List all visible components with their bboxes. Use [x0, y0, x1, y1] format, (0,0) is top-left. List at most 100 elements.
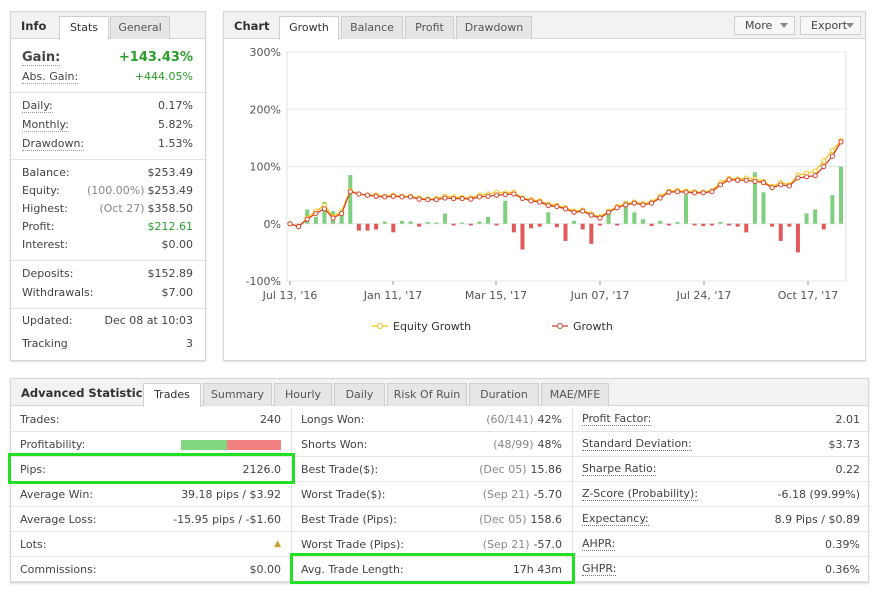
growth-point[interactable]: [735, 177, 741, 183]
profit-bar[interactable]: [529, 223, 534, 229]
gain-label[interactable]: Gain:: [22, 50, 61, 66]
profit-bar[interactable]: [503, 200, 508, 224]
drawdown-label[interactable]: Drawdown:: [22, 137, 85, 151]
stat-label[interactable]: Standard Deviation:: [582, 437, 692, 451]
profit-bar[interactable]: [813, 209, 818, 224]
stat-label[interactable]: Sharpe Ratio:: [582, 462, 657, 476]
growth-point[interactable]: [562, 206, 569, 212]
growth-point[interactable]: [356, 191, 362, 197]
growth-point[interactable]: [674, 189, 681, 195]
growth-point[interactable]: [321, 206, 328, 212]
more-button[interactable]: More: [734, 16, 795, 35]
profit-bar[interactable]: [735, 223, 740, 227]
growth-point[interactable]: [425, 197, 431, 203]
profit-bar[interactable]: [511, 223, 516, 233]
profit-bar[interactable]: [787, 223, 792, 227]
growth-point[interactable]: [648, 200, 655, 206]
profit-bar[interactable]: [615, 223, 620, 226]
tab-daily[interactable]: Daily: [334, 383, 385, 406]
growth-point[interactable]: [821, 163, 827, 170]
profit-bar[interactable]: [761, 192, 766, 224]
growth-point[interactable]: [571, 209, 577, 215]
equity-growth-point[interactable]: [821, 158, 827, 164]
profit-bar[interactable]: [770, 223, 775, 227]
profit-bar[interactable]: [417, 223, 422, 227]
tab-duration[interactable]: Duration: [469, 383, 539, 406]
profit-bar[interactable]: [709, 223, 714, 226]
profit-bar[interactable]: [425, 222, 430, 224]
profit-bar[interactable]: [795, 223, 800, 253]
profit-bar[interactable]: [839, 166, 843, 224]
profit-bar[interactable]: [623, 200, 628, 224]
profit-bar[interactable]: [649, 223, 654, 227]
growth-point[interactable]: [519, 195, 526, 202]
growth-point[interactable]: [588, 212, 594, 218]
profit-bar[interactable]: [365, 223, 370, 231]
tab-balance[interactable]: Balance: [341, 16, 403, 39]
growth-point[interactable]: [709, 189, 715, 195]
growth-point[interactable]: [330, 215, 336, 221]
profit-bar[interactable]: [718, 222, 723, 224]
profit-bar[interactable]: [580, 223, 585, 230]
growth-point[interactable]: [605, 209, 612, 215]
growth-point[interactable]: [416, 196, 422, 202]
growth-point[interactable]: [717, 182, 724, 188]
tab-risk-of-ruin[interactable]: Risk Of Ruin: [387, 383, 467, 406]
profit-bar[interactable]: [640, 219, 645, 224]
stat-label[interactable]: AHPR:: [582, 537, 616, 551]
growth-point[interactable]: [700, 190, 706, 196]
growth-point[interactable]: [812, 173, 818, 179]
profit-bar[interactable]: [692, 223, 697, 226]
profit-bar[interactable]: [675, 222, 680, 224]
equity-growth-point[interactable]: [829, 147, 835, 154]
growth-point[interactable]: [803, 174, 810, 180]
stat-label[interactable]: Expectancy:: [582, 512, 649, 526]
profit-bar[interactable]: [356, 223, 361, 231]
growth-point[interactable]: [545, 202, 551, 209]
growth-point[interactable]: [778, 182, 784, 188]
tab-hourly[interactable]: Hourly: [274, 383, 332, 406]
tab-trades[interactable]: Trades: [143, 383, 201, 407]
growth-point[interactable]: [631, 200, 637, 206]
growth-point[interactable]: [476, 194, 483, 200]
profit-bar[interactable]: [572, 220, 577, 224]
growth-point[interactable]: [287, 221, 293, 227]
growth-point[interactable]: [304, 216, 310, 222]
tab-profit[interactable]: Profit: [405, 16, 454, 39]
growth-point[interactable]: [614, 205, 620, 211]
profit-bar[interactable]: [339, 212, 344, 224]
profit-bar[interactable]: [666, 223, 671, 226]
profit-bar[interactable]: [546, 212, 551, 224]
growth-point[interactable]: [666, 189, 672, 195]
growth-point[interactable]: [485, 193, 491, 199]
growth-point[interactable]: [459, 195, 465, 202]
growth-chart[interactable]: 300% 200% 100% 0% -100%Jul 13, '16 Jan 11, '1…: [224, 40, 865, 360]
growth-point[interactable]: [296, 224, 302, 230]
growth-point[interactable]: [752, 178, 758, 184]
growth-point[interactable]: [468, 196, 474, 202]
tab-growth[interactable]: Growth: [279, 16, 339, 40]
tab-summary[interactable]: Summary: [203, 383, 272, 406]
growth-point[interactable]: [399, 194, 405, 200]
growth-point[interactable]: [502, 191, 508, 198]
profit-bar[interactable]: [520, 223, 525, 250]
growth-point[interactable]: [838, 139, 844, 145]
profit-bar[interactable]: [468, 223, 473, 226]
profit-bar[interactable]: [537, 223, 542, 227]
profit-bar[interactable]: [752, 172, 757, 224]
profit-bar[interactable]: [632, 212, 637, 224]
profit-bar[interactable]: [658, 220, 663, 224]
growth-point[interactable]: [743, 177, 749, 183]
export-button[interactable]: Export: [800, 16, 861, 35]
profit-bar[interactable]: [391, 223, 396, 233]
growth-point[interactable]: [692, 190, 698, 196]
growth-point[interactable]: [313, 210, 319, 217]
growth-point[interactable]: [528, 198, 534, 204]
legend-label[interactable]: Equity Growth: [393, 320, 471, 333]
growth-point[interactable]: [494, 192, 500, 198]
profit-bar[interactable]: [744, 223, 749, 233]
profit-bar[interactable]: [589, 223, 594, 244]
profit-bar[interactable]: [434, 222, 439, 224]
profit-bar[interactable]: [442, 213, 447, 224]
growth-point[interactable]: [786, 183, 792, 189]
